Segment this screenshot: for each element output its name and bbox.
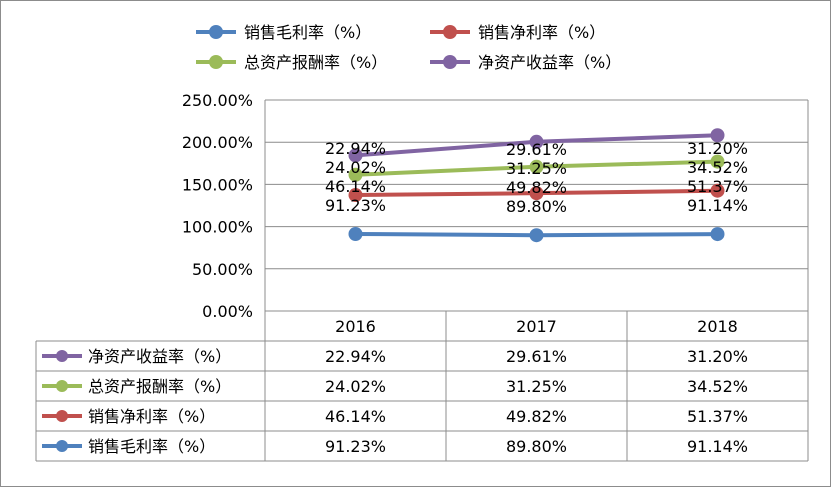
x-tick-label: 2017 <box>516 317 557 336</box>
table-key-marker <box>56 410 68 422</box>
y-tick-label: 250.00% <box>182 91 253 110</box>
data-label: 34.52% <box>687 158 748 177</box>
data-point <box>529 186 544 201</box>
data-label: 22.94% <box>325 139 386 158</box>
data-point <box>348 167 363 182</box>
table-cell-value: 29.61% <box>506 347 567 366</box>
table-cell-value: 89.80% <box>506 437 567 456</box>
table-cell-value: 31.25% <box>506 377 567 396</box>
legend-marker <box>443 55 457 69</box>
table-cell-value: 91.14% <box>687 437 748 456</box>
table-cell-value: 22.94% <box>325 347 386 366</box>
data-point <box>529 159 544 174</box>
table-key-marker <box>56 440 68 452</box>
table-key-marker <box>56 380 68 392</box>
data-label: 29.61% <box>506 140 567 159</box>
table-cell-value: 34.52% <box>687 377 748 396</box>
data-point <box>348 148 363 163</box>
data-label: 46.14% <box>325 177 386 196</box>
data-point <box>710 183 725 198</box>
data-label: 91.14% <box>687 196 748 215</box>
legend-marker <box>209 55 223 69</box>
data-label: 24.02% <box>325 158 386 177</box>
data-point <box>348 188 363 203</box>
legend-label: 净资产收益率（%） <box>478 53 621 72</box>
table-cell-value: 51.37% <box>687 407 748 426</box>
table-series-name: 销售毛利率（%） <box>88 437 215 456</box>
legend-marker <box>443 25 457 39</box>
data-label: 49.82% <box>506 178 567 197</box>
data-label: 31.25% <box>506 159 567 178</box>
table-cell-value: 31.20% <box>687 347 748 366</box>
data-point <box>710 128 725 143</box>
y-tick-label: 0.00% <box>202 302 253 321</box>
data-label: 31.20% <box>687 139 748 158</box>
data-point <box>529 134 544 149</box>
data-point <box>710 227 725 242</box>
legend-label: 销售净利率（%） <box>478 23 605 42</box>
table-series-name: 净资产收益率（%） <box>88 347 231 366</box>
x-tick-label: 2018 <box>697 317 738 336</box>
legend-marker <box>209 25 223 39</box>
table-series-name: 销售净利率（%） <box>88 407 215 426</box>
x-tick-label: 2016 <box>335 317 376 336</box>
data-label: 91.23% <box>325 196 386 215</box>
legend-label: 总资产报酬率（%） <box>244 53 387 72</box>
table-cell-value: 46.14% <box>325 407 386 426</box>
data-label: 51.37% <box>687 177 748 196</box>
data-label: 89.80% <box>506 197 567 216</box>
table-key-marker <box>56 350 68 362</box>
legend-label: 销售毛利率（%） <box>244 23 371 42</box>
y-tick-label: 150.00% <box>182 175 253 194</box>
data-point <box>529 228 544 243</box>
table-cell-value: 91.23% <box>325 437 386 456</box>
table-series-name: 总资产报酬率（%） <box>88 377 231 396</box>
y-tick-label: 50.00% <box>192 260 253 279</box>
y-tick-label: 100.00% <box>182 218 253 237</box>
table-cell-value: 49.82% <box>506 407 567 426</box>
data-point <box>710 154 725 169</box>
table-cell-value: 24.02% <box>325 377 386 396</box>
y-tick-label: 200.00% <box>182 133 253 152</box>
data-point <box>348 227 363 242</box>
